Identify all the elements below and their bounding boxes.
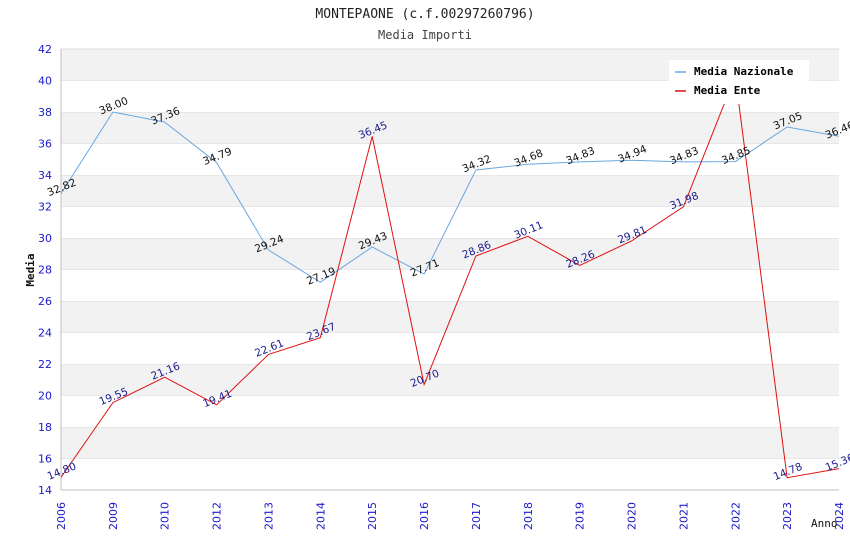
y-axis-ticks: 14 16 18 20 22 24 26 28 30 32 34 36 38 40 42 [38, 43, 52, 497]
grid-band [61, 269, 839, 301]
x-tick-label: 2018 [522, 502, 535, 530]
y-tick-label: 24 [38, 327, 52, 340]
y-tick-label: 22 [38, 358, 52, 371]
y-tick-label: 34 [38, 169, 52, 182]
grid-band [61, 364, 839, 396]
y-tick-label: 20 [38, 390, 52, 403]
grid-band [61, 427, 839, 459]
grid-band [61, 143, 839, 175]
x-tick-label: 2014 [314, 502, 327, 530]
x-tick-label: 2022 [729, 502, 742, 530]
y-tick-label: 28 [38, 264, 52, 277]
grid-band [61, 112, 839, 144]
x-axis-ticks: 2006 2009 2010 2012 2013 2014 2015 2016 2017 2018… [55, 502, 846, 530]
legend-label-media-ente: Media Ente [694, 84, 761, 97]
x-tick-label: 2009 [107, 502, 120, 530]
chart-subtitle: Media Importi [378, 28, 472, 42]
grid-band [61, 458, 839, 490]
grid-band [61, 395, 839, 427]
y-tick-label: 32 [38, 201, 52, 214]
x-tick-label: 2010 [159, 502, 172, 530]
x-tick-label: 2023 [781, 502, 794, 530]
y-tick-label: 18 [38, 421, 52, 434]
x-tick-label: 2019 [574, 502, 587, 530]
x-tick-label: 2015 [366, 502, 379, 530]
y-tick-label: 42 [38, 43, 52, 56]
series-line-media-ente [60, 74, 840, 479]
y-tick-label: 14 [38, 484, 52, 497]
grid-band [61, 332, 839, 364]
y-tick-label: 38 [38, 106, 52, 119]
grid-band [61, 175, 839, 207]
x-tick-label: 2006 [55, 502, 68, 530]
y-tick-label: 36 [38, 138, 52, 151]
x-tick-label: 2013 [262, 502, 275, 530]
y-tick-label: 16 [38, 453, 52, 466]
y-tick-label: 26 [38, 295, 52, 308]
series-line-media-nazionale [60, 111, 840, 283]
x-tick-label: 2017 [470, 502, 483, 530]
legend-box [669, 60, 809, 104]
y-axis-label: Media [24, 253, 37, 286]
y-tick-label: 30 [38, 232, 52, 245]
y-tick-label: 40 [38, 75, 52, 88]
x-tick-label: 2021 [677, 502, 690, 530]
x-tick-label: 2024 [833, 502, 846, 530]
series-layer [60, 74, 840, 479]
x-tick-label: 2020 [626, 502, 639, 530]
grid-band [61, 238, 839, 270]
legend: Media Nazionale Media Ente [669, 60, 809, 104]
legend-label-media-nazionale: Media Nazionale [694, 65, 794, 78]
chart-title: MONTEPAONE (c.f.00297260796) [315, 7, 534, 22]
x-tick-label: 2012 [211, 502, 224, 530]
grid-band [61, 301, 839, 333]
x-axis-label: Anno [811, 517, 838, 530]
x-tick-label: 2016 [418, 502, 431, 530]
